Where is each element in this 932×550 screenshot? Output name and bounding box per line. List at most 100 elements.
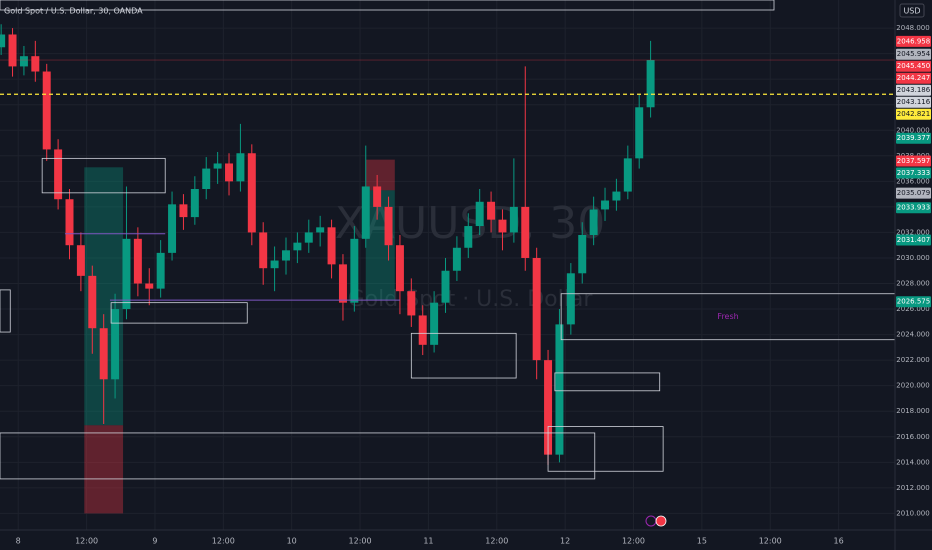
candle-body: [76, 245, 85, 276]
zone: [547, 426, 664, 472]
candle-body: [646, 60, 655, 108]
candle-body: [0, 34, 6, 48]
candle-body: [19, 56, 28, 67]
candle-body: [168, 204, 177, 253]
price-tag: [896, 60, 931, 72]
price-tag-label: 2026.575: [897, 298, 930, 306]
y-tick-label: 2028.000: [896, 280, 929, 288]
zone: [0, 432, 596, 480]
zone: [554, 372, 661, 392]
candle-body: [566, 273, 575, 325]
event-icon[interactable]: [655, 515, 667, 527]
drawing-box: [0, 0, 775, 11]
candle-body: [316, 227, 325, 233]
y-tick-label: 2018.000: [896, 407, 929, 415]
y-tick-label: 2032.000: [896, 228, 929, 236]
price-tag-label: 2035.079: [897, 189, 930, 197]
position-stop: [365, 159, 395, 191]
price-tag: [896, 202, 931, 214]
zone: [410, 332, 517, 379]
candle-body: [190, 189, 199, 218]
zone: [110, 302, 248, 324]
candle-body: [407, 291, 416, 316]
x-tick-label: 15: [697, 537, 707, 546]
price-tag: [896, 35, 931, 47]
candle-body: [612, 191, 621, 201]
y-tick-label: 2022.000: [896, 356, 929, 364]
y-tick-label: 2040.000: [896, 126, 929, 134]
candle-body: [521, 206, 530, 258]
candle-body: [418, 315, 427, 345]
zone: [41, 157, 166, 194]
x-tick-label: 16: [834, 537, 844, 546]
x-tick-label: 12:00: [75, 537, 98, 546]
candle-body: [441, 270, 450, 303]
candle-body: [54, 149, 63, 200]
y-tick-label: 2010.000: [896, 509, 929, 517]
candle-body: [623, 158, 632, 192]
axes: 2010.000 2012.000 2014.000 2016.000 2018.000…: [16, 24, 931, 546]
chart-title: Gold Spot / U.S. Dollar, 30, OANDA: [4, 7, 143, 16]
candle-body: [589, 209, 598, 235]
candle-body: [122, 238, 131, 310]
y-tick-label: 2024.000: [896, 331, 929, 339]
price-tag: [896, 234, 931, 246]
plot: Fresh: [0, 24, 896, 514]
y-tick-label: 2048.000: [896, 24, 929, 32]
candle-body: [475, 201, 484, 227]
candle-body: [498, 219, 507, 233]
x-tick-label: 12:00: [485, 537, 508, 546]
candle-body: [578, 234, 587, 274]
x-tick-label: 11: [423, 537, 433, 546]
candle-body: [156, 252, 165, 289]
y-tick-label: 2020.000: [896, 382, 929, 390]
candle-body: [509, 206, 518, 233]
candle-body: [202, 168, 211, 190]
candle-body: [635, 107, 644, 159]
candle-body: [225, 163, 234, 182]
price-tag-label: 2037.597: [897, 157, 930, 165]
candle-body: [555, 324, 564, 455]
price-tag: [896, 108, 931, 120]
zone-label: Fresh: [717, 312, 738, 321]
price-tag-label: 2031.407: [897, 236, 930, 244]
x-tick-label: 12:00: [349, 537, 372, 546]
candle-body: [327, 227, 336, 265]
currency-button[interactable]: [899, 3, 925, 18]
candle-body: [259, 232, 268, 269]
x-tick-label: 8: [16, 537, 21, 546]
price-tag: [896, 84, 931, 96]
price-tag-label: 2042.821: [897, 110, 930, 118]
x-tick-label: 9: [152, 537, 157, 546]
candle-body: [544, 360, 553, 455]
price-tag-label: 2044.247: [897, 74, 930, 82]
zone: [0, 289, 11, 333]
candle-body: [601, 200, 610, 210]
candle-body: [247, 153, 256, 233]
candle-body: [111, 309, 120, 380]
candle-body: [213, 163, 222, 169]
x-tick-label: 12:00: [622, 537, 645, 546]
price-tag-label: 2037.333: [897, 169, 930, 177]
price-tag: [896, 72, 931, 84]
candle-body: [282, 250, 290, 261]
y-tick-label: 2030.000: [896, 254, 929, 262]
candle-body: [373, 186, 382, 207]
candle-body: [293, 242, 302, 251]
candle-body: [99, 328, 108, 380]
price-tag-label: 2043.116: [897, 98, 931, 106]
y-tick-label: 2016.000: [896, 433, 929, 441]
x-tick-label: 10: [287, 537, 297, 546]
candle-body: [361, 186, 370, 239]
price-tag-label: 2045.450: [897, 62, 930, 70]
y-tick-label: 2014.000: [896, 458, 929, 466]
price-tag-label: 2043.186: [897, 86, 931, 94]
currency: USD: [903, 7, 920, 16]
price-tag: [896, 187, 931, 199]
candle-body: [464, 226, 473, 248]
x-tick-label: 12: [560, 537, 570, 546]
price-tag: [896, 48, 931, 60]
candle-body: [430, 302, 439, 345]
price-tag: [896, 96, 931, 108]
candle-body: [42, 71, 51, 150]
